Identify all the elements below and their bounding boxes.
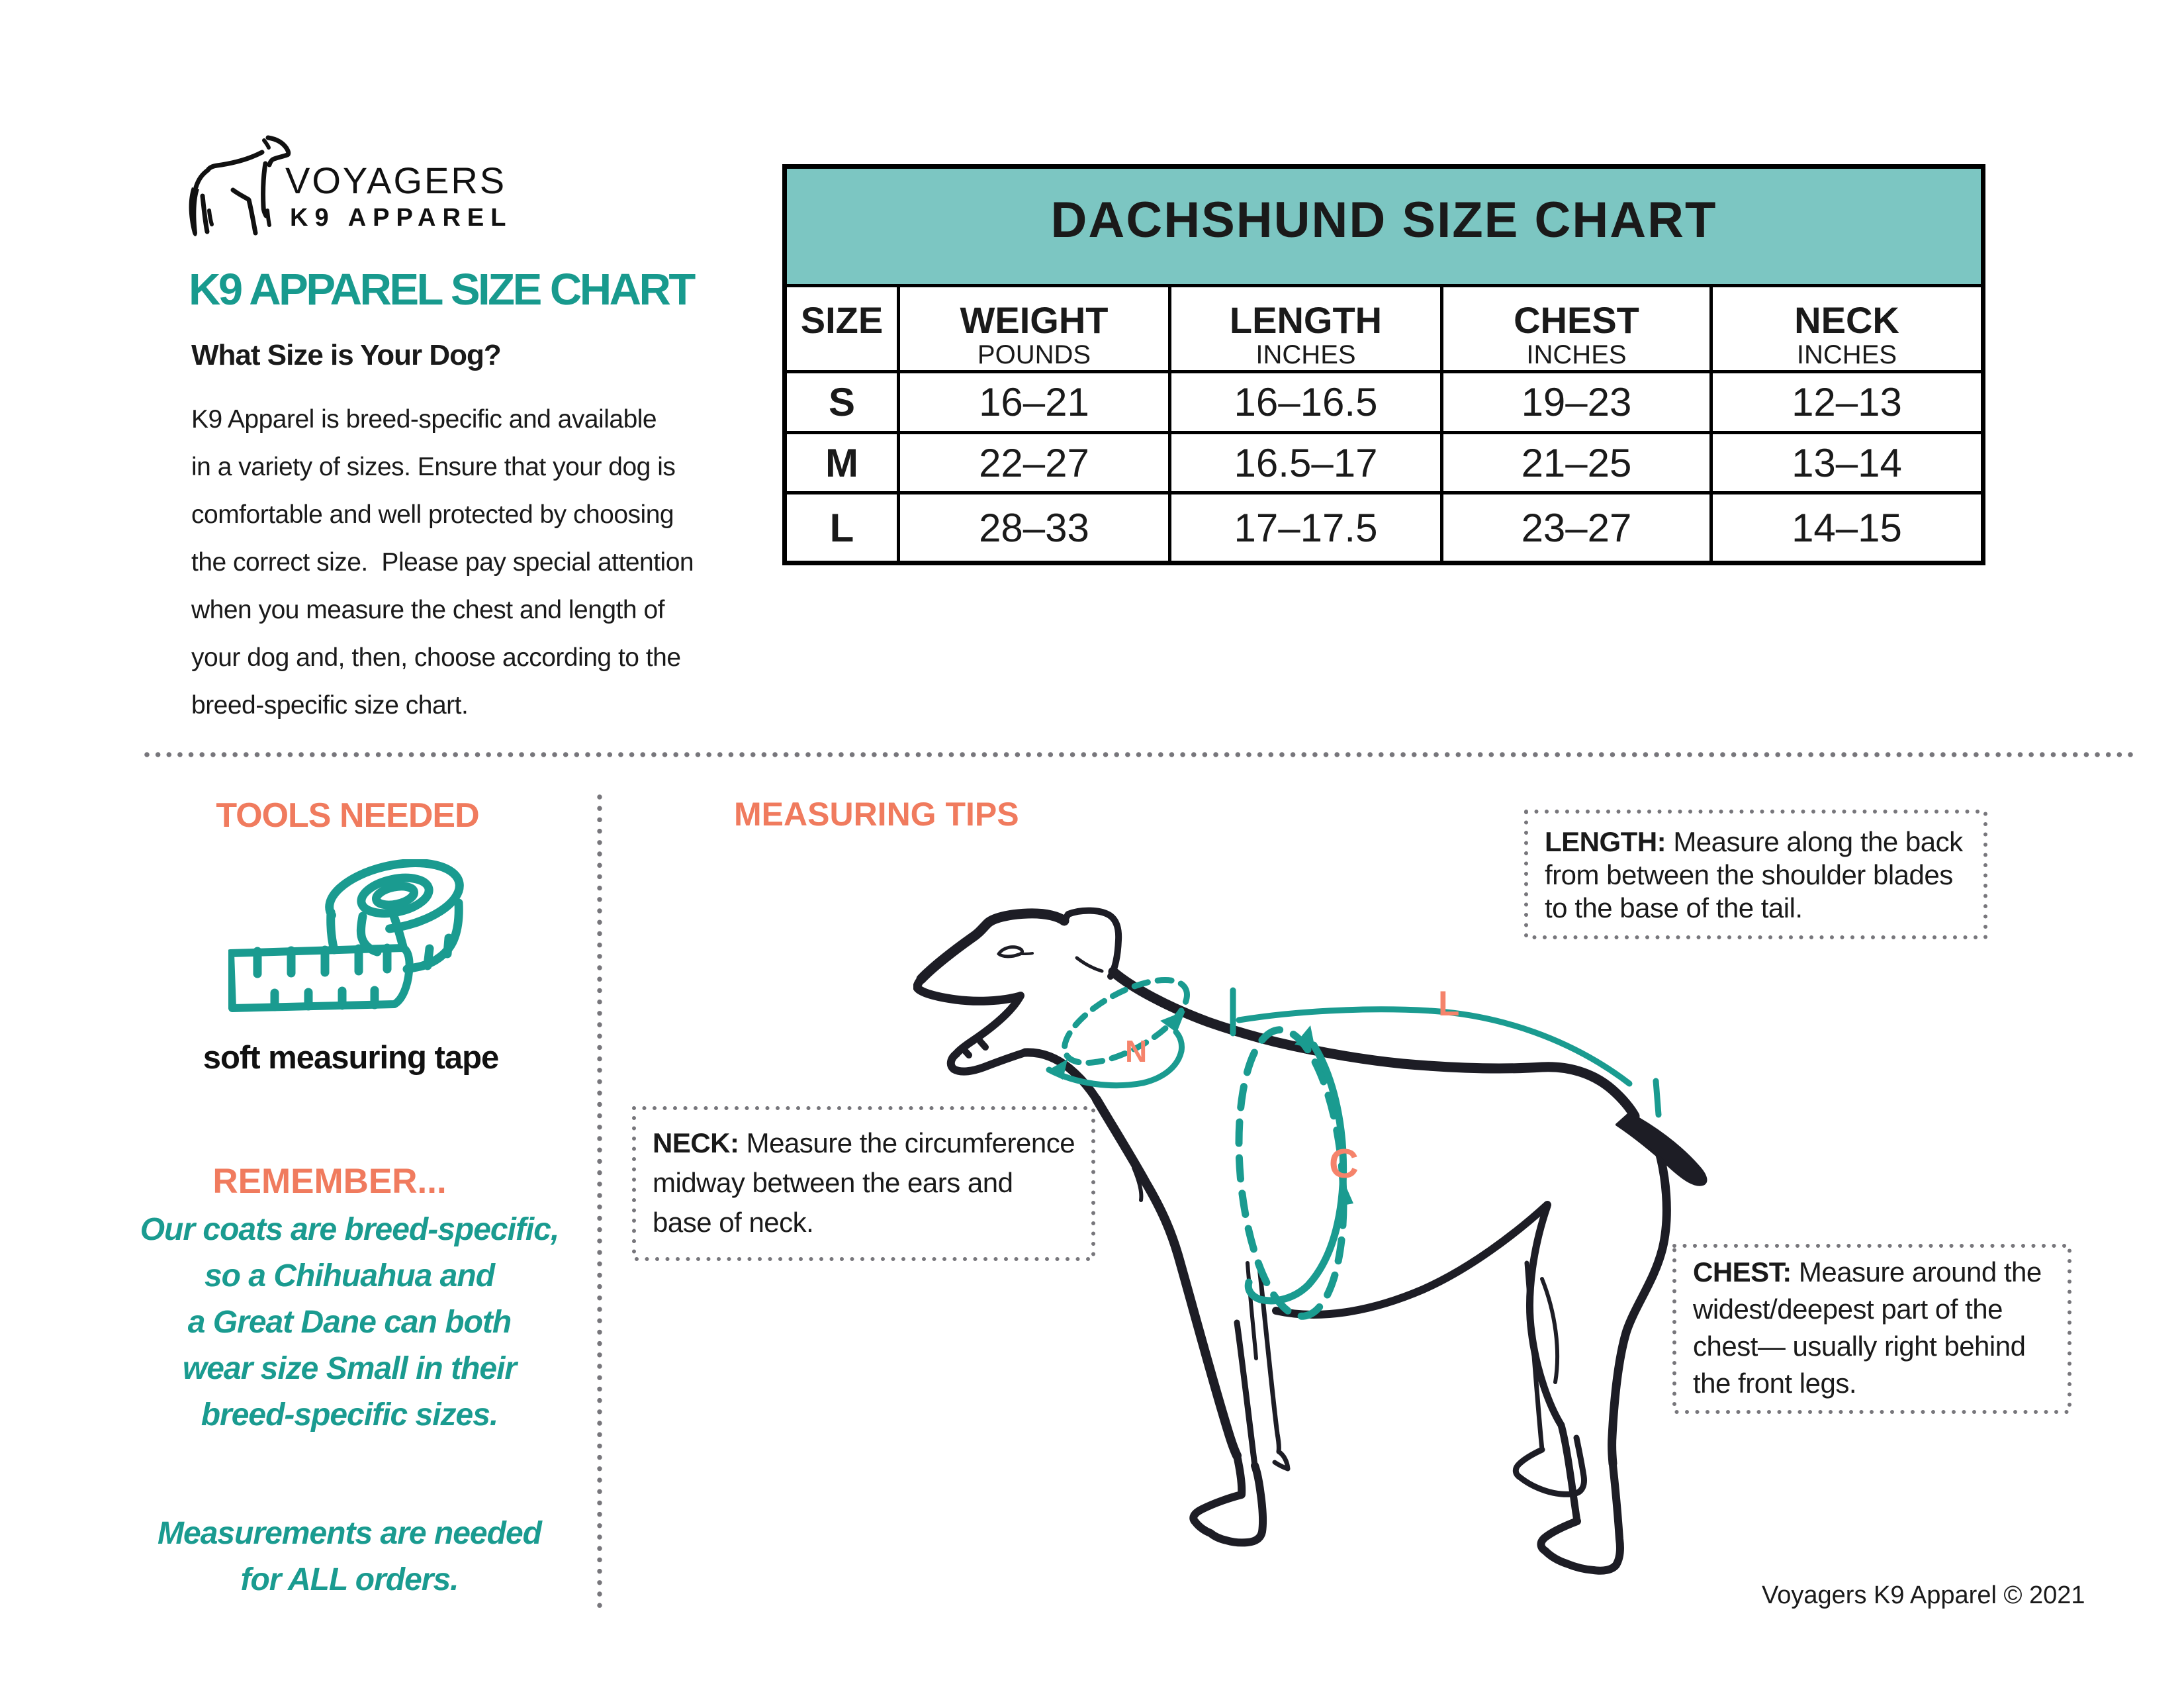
svg-text:N: N: [1125, 1034, 1147, 1068]
svg-text:C: C: [1329, 1141, 1359, 1187]
svg-text:L: L: [1438, 984, 1459, 1023]
